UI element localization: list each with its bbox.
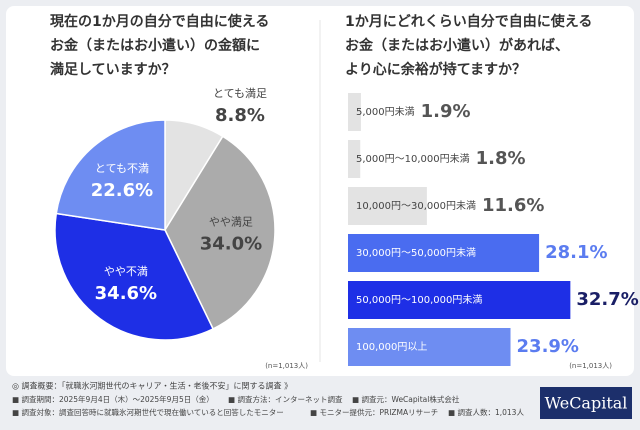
- bar-label: 5,000円～10,000円未満: [356, 153, 470, 165]
- slice-label: やや不満: [104, 265, 148, 278]
- slice-value: 34.6%: [95, 283, 157, 304]
- slice-label: やや満足: [209, 215, 253, 228]
- bar-label: 30,000円～50,000円未満: [356, 247, 476, 259]
- footer-item: ■ 調査対象：調査回答時に就職氷河期世代で現在働いていると回答したモニター: [12, 407, 284, 417]
- pie-slice: [55, 119, 166, 231]
- bar: [348, 93, 361, 131]
- bar-value: 23.9%: [517, 336, 579, 357]
- bar-value: 28.1%: [545, 242, 607, 263]
- bar: [348, 234, 540, 272]
- chart-title: より心に余裕が持てますか？: [345, 61, 526, 78]
- slice-value: 34.0%: [200, 233, 262, 254]
- pie-slice: [54, 212, 215, 341]
- chart-title: 1か月にどれくらい自分で自由に使える: [345, 13, 592, 30]
- chart-title: お金（またはお小遣い）があれば、: [345, 37, 569, 54]
- bar: [348, 140, 361, 178]
- bar-value: 1.9%: [421, 101, 471, 122]
- chart-title: お金（またはお小遣い）の金額に: [50, 37, 260, 54]
- footer-item: ■ 調査期間：2025年9月4日（木）～2025年9月5日（金）: [12, 394, 214, 404]
- slice-value: 8.8%: [215, 105, 265, 126]
- bar-label: 100,000円以上: [356, 341, 427, 353]
- bar: [348, 328, 511, 366]
- logo-box: [540, 387, 632, 419]
- chart-title: 現在の1か月の自分で自由に使える: [50, 13, 269, 30]
- slice-value: 22.6%: [91, 180, 153, 201]
- bar: [348, 281, 571, 319]
- sample-note: (n=1,013人): [569, 362, 612, 370]
- bar-label: 50,000円～100,000円未満: [356, 294, 482, 306]
- bar-value: 1.8%: [476, 148, 526, 169]
- slice-label: とても満足: [213, 87, 267, 100]
- chart-title: 満足していますか？: [50, 61, 176, 78]
- footer-item: ■ モニター提供元：PRIZMAリサーチ: [310, 407, 438, 417]
- sample-note: (n=1,013人): [265, 362, 308, 370]
- bar-label: 5,000円未満: [356, 106, 415, 118]
- bar-value: 11.6%: [482, 195, 544, 216]
- logo: WeCapital: [545, 394, 628, 413]
- footer-item: ■ 調査人数：1,013人: [448, 407, 524, 417]
- bar-label: 10,000円～30,000円未満: [356, 200, 476, 212]
- footer-item: ■ 調査元：WeCapital株式会社: [352, 394, 460, 404]
- bar-value: 32.7%: [576, 289, 638, 310]
- footer-item: ■ 調査方法：インターネット調査: [228, 394, 343, 404]
- footer-summary: ◎ 調査概要：「就職氷河期世代のキャリア・生活・老後不安」に関する調査 》: [12, 381, 292, 391]
- pie-slice: [164, 135, 276, 330]
- bar: [348, 187, 427, 225]
- slice-label: とても不満: [95, 162, 149, 175]
